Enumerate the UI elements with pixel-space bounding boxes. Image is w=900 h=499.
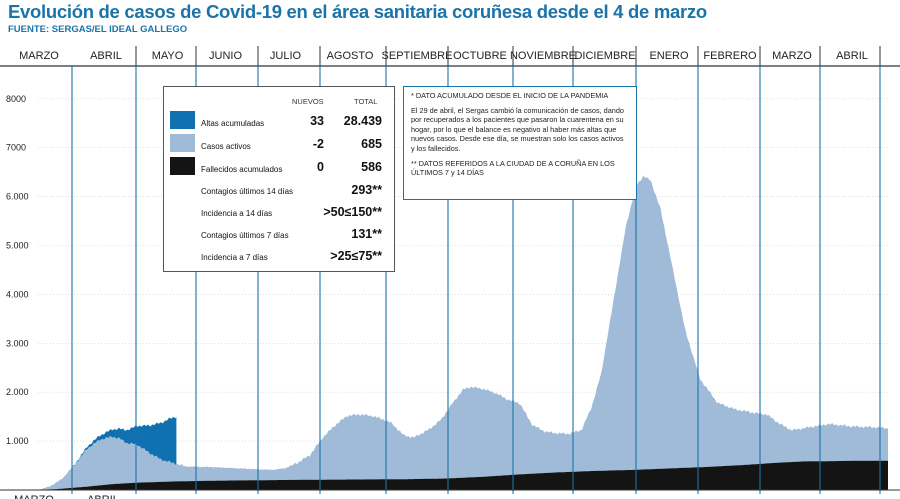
- legend-label: Casos activos: [201, 142, 251, 151]
- legend-label: Altas acumuladas: [201, 119, 265, 128]
- legend-stat-label: Incidencia a 14 días: [201, 209, 273, 218]
- month-label: FEBRERO: [703, 50, 757, 62]
- y-tick-label: 4.000: [6, 289, 29, 299]
- legend-stat-row: Contagios últimos 14 días 293**: [164, 181, 394, 203]
- legend-stat-label: Contagios últimos 14 días: [201, 187, 294, 196]
- bottom-month-label: MARZO: [14, 494, 54, 499]
- month-label: DICIEMBRE: [574, 50, 635, 62]
- month-label: NOVIEMBRE: [510, 50, 576, 62]
- legend-nuevos-value: 33: [310, 114, 324, 128]
- month-label: ABRIL: [836, 50, 868, 62]
- month-label: JULIO: [270, 50, 302, 62]
- note-accumulated: * DATO ACUMULADO DESDE EL INICIO DE LA P…: [411, 91, 609, 100]
- y-tick-label: 6.000: [6, 192, 29, 202]
- legend-col-nuevos: NUEVOS: [292, 97, 324, 106]
- legend-label: Fallecidos acumulados: [201, 165, 283, 174]
- legend-stat-row: Contagios últimos 7 días 131**: [164, 225, 394, 247]
- legend-total-value: 685: [361, 137, 382, 151]
- notes-box: * DATO ACUMULADO DESDE EL INICIO DE LA P…: [403, 86, 637, 200]
- legend-nuevos-value: 0: [317, 160, 324, 174]
- series-fallecidos-acumulados: [38, 460, 888, 490]
- note-city-data: ** DATOS REFERIDOS A LA CIUDAD DE A CORU…: [411, 158, 615, 178]
- legend-stat-value: >25≤75**: [330, 249, 382, 263]
- legend-total-value: 586: [361, 160, 382, 174]
- legend-col-total: TOTAL: [354, 97, 378, 106]
- series-casos-activos: [38, 175, 888, 490]
- y-tick-label: 5.000: [6, 241, 29, 251]
- legend-stat-value: 131**: [351, 227, 382, 241]
- legend-swatch-activos: [170, 134, 195, 152]
- bottom-month-label: ABRIL: [87, 494, 119, 499]
- legend-row-fallecidos: Fallecidos acumulados 0 586: [164, 157, 394, 179]
- chart-title: Evolución de casos de Covid-19 en el áre…: [8, 1, 707, 22]
- month-header-band: [0, 44, 900, 66]
- y-tick-label: 7000: [6, 143, 26, 153]
- y-tick-label: 2.000: [6, 387, 29, 397]
- month-label: MAYO: [152, 50, 184, 62]
- legend-stat-row: Incidencia a 7 días >25≤75**: [164, 247, 394, 269]
- legend-row-activos: Casos activos -2 685: [164, 134, 394, 156]
- legend-stat-label: Incidencia a 7 días: [201, 253, 268, 262]
- series-altas-acumuladas: [38, 417, 177, 490]
- month-label: MARZO: [772, 50, 812, 62]
- chart-source: FUENTE: SERGAS/EL IDEAL GALLEGO: [8, 24, 188, 35]
- month-label: OCTUBRE: [453, 50, 507, 62]
- legend-nuevos-value: -2: [312, 137, 324, 151]
- legend-stat-value: 293**: [351, 183, 382, 197]
- legend-stat-label: Contagios últimos 7 días: [201, 231, 289, 240]
- legend-swatch-altas: [170, 111, 195, 129]
- month-label: AGOSTO: [327, 50, 374, 62]
- legend-stat-value: >50≤150**: [323, 205, 382, 219]
- note-sergas-change: El 29 de abril, el Sergas cambió la comu…: [411, 105, 624, 153]
- month-label: JUNIO: [209, 50, 242, 62]
- month-label: MARZO: [19, 50, 59, 62]
- month-label: ABRIL: [90, 50, 122, 62]
- legend-box: NUEVOS TOTAL Altas acumuladas 33 28.439 …: [163, 86, 395, 272]
- y-tick-label: 1.000: [6, 436, 29, 446]
- y-tick-label: 8000: [6, 94, 26, 104]
- month-label: ENERO: [649, 50, 689, 62]
- month-label: SEPTIEMBRE: [382, 50, 453, 62]
- legend-row-altas: Altas acumuladas 33 28.439: [164, 111, 394, 133]
- y-tick-label: 3.000: [6, 338, 29, 348]
- legend-total-value: 28.439: [343, 114, 382, 128]
- legend-stat-row: Incidencia a 14 días >50≤150**: [164, 203, 394, 225]
- legend-swatch-fallecidos: [170, 157, 195, 175]
